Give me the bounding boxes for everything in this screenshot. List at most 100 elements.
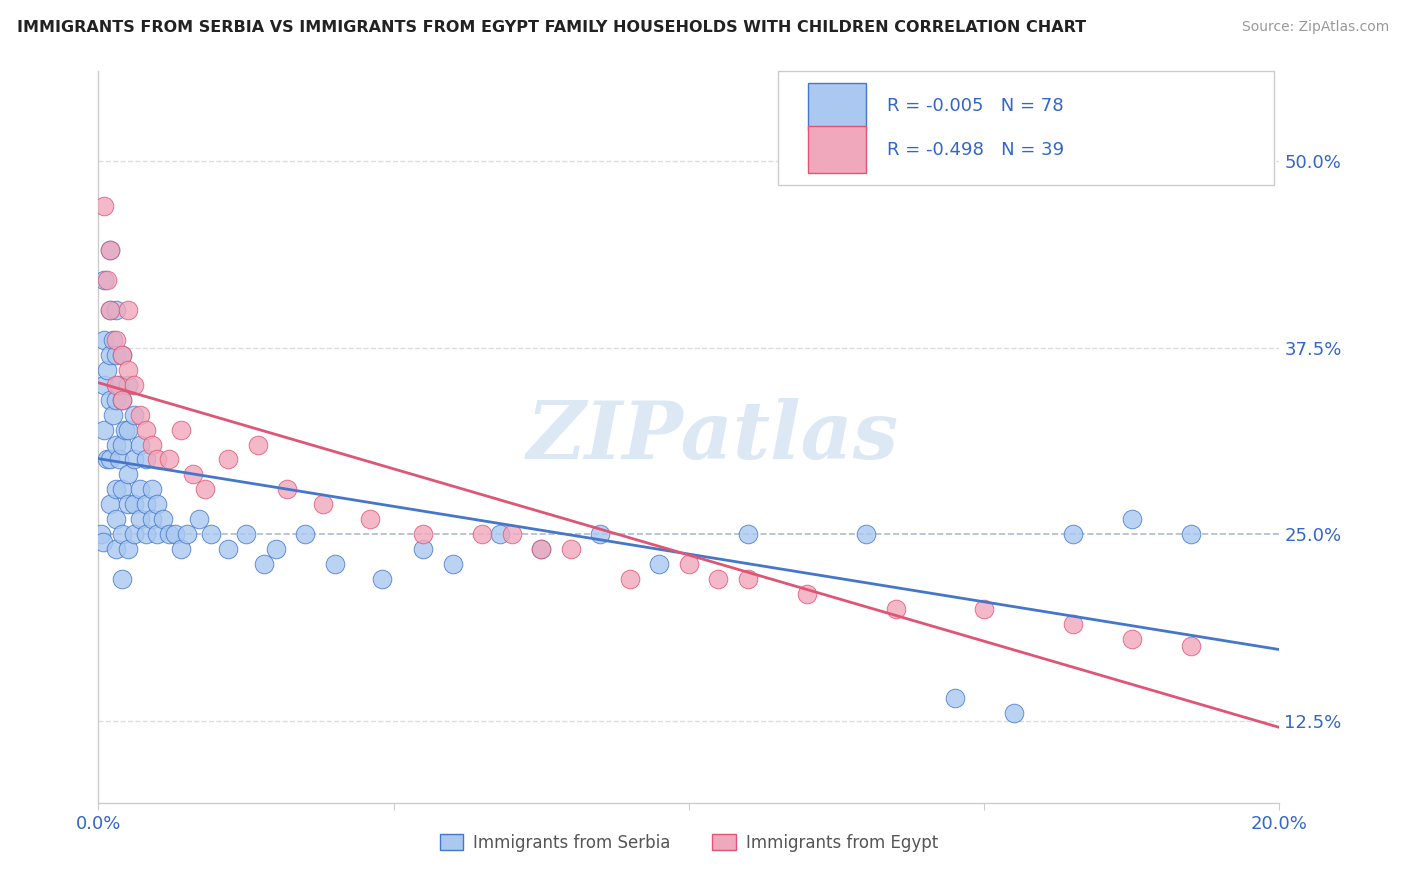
Point [117,423,139,437]
Point [146,527,169,541]
Point [146,497,169,511]
Point [412,542,434,557]
Point [105,333,128,347]
Point [1180,527,1202,541]
Point [181,467,204,482]
Point [117,377,139,392]
Point [501,527,523,541]
Point [105,392,128,407]
Point [619,572,641,586]
Point [312,497,335,511]
Point [96,273,118,287]
Point [98,348,121,362]
Point [105,377,128,392]
Point [217,542,239,557]
Point [91,534,114,549]
Point [103,408,125,422]
Point [135,527,157,541]
Point [93,423,115,437]
Point [157,452,180,467]
Point [157,527,180,541]
Point [128,408,150,422]
Point [796,587,818,601]
Point [117,363,139,377]
Point [128,483,150,497]
Point [489,527,512,541]
Legend: Immigrants from Serbia, Immigrants from Egypt: Immigrants from Serbia, Immigrants from … [432,826,946,860]
Point [105,303,128,318]
FancyBboxPatch shape [808,127,866,173]
Point [111,348,134,362]
Point [200,527,222,541]
Point [111,483,134,497]
Point [98,244,121,258]
Point [441,557,464,571]
Point [1062,527,1084,541]
Point [152,512,174,526]
Point [359,512,381,526]
Text: ZIPatlas: ZIPatlas [526,399,898,475]
Point [93,273,115,287]
Point [530,542,553,557]
Point [170,542,193,557]
Point [707,572,730,586]
Point [111,572,134,586]
Point [141,437,163,451]
Point [114,423,136,437]
Point [264,542,287,557]
Point [176,527,198,541]
Point [122,497,145,511]
Text: IMMIGRANTS FROM SERBIA VS IMMIGRANTS FROM EGYPT FAMILY HOUSEHOLDS WITH CHILDREN : IMMIGRANTS FROM SERBIA VS IMMIGRANTS FRO… [17,20,1085,35]
Point [98,392,121,407]
Point [165,527,187,541]
Text: Source: ZipAtlas.com: Source: ZipAtlas.com [1241,20,1389,34]
Point [412,527,434,541]
Point [96,452,118,467]
Point [98,452,121,467]
Point [122,408,145,422]
Point [1062,616,1084,631]
Point [111,437,134,451]
Point [111,348,134,362]
Point [105,542,128,557]
Point [194,483,217,497]
Point [108,377,131,392]
Point [855,527,877,541]
Text: R = -0.498   N = 39: R = -0.498 N = 39 [887,141,1064,159]
Point [1121,632,1143,646]
Point [246,437,269,451]
Point [96,363,118,377]
Point [135,423,157,437]
Point [141,512,163,526]
Point [105,512,128,526]
Point [737,527,759,541]
Point [105,348,128,362]
Point [135,497,157,511]
Point [560,542,582,557]
Point [1121,512,1143,526]
Point [108,452,131,467]
Point [253,557,276,571]
Point [98,244,121,258]
Point [105,437,128,451]
Point [128,437,150,451]
Point [122,527,145,541]
Point [1002,706,1025,721]
Point [117,467,139,482]
Point [943,691,966,706]
Point [117,303,139,318]
Point [128,512,150,526]
Point [93,333,115,347]
Point [170,423,193,437]
Point [117,497,139,511]
Point [371,572,394,586]
Point [737,572,759,586]
Point [141,483,163,497]
Point [678,557,700,571]
Point [146,452,169,467]
Point [111,527,134,541]
Point [93,199,115,213]
Point [973,601,995,615]
FancyBboxPatch shape [778,71,1274,185]
Point [135,452,157,467]
